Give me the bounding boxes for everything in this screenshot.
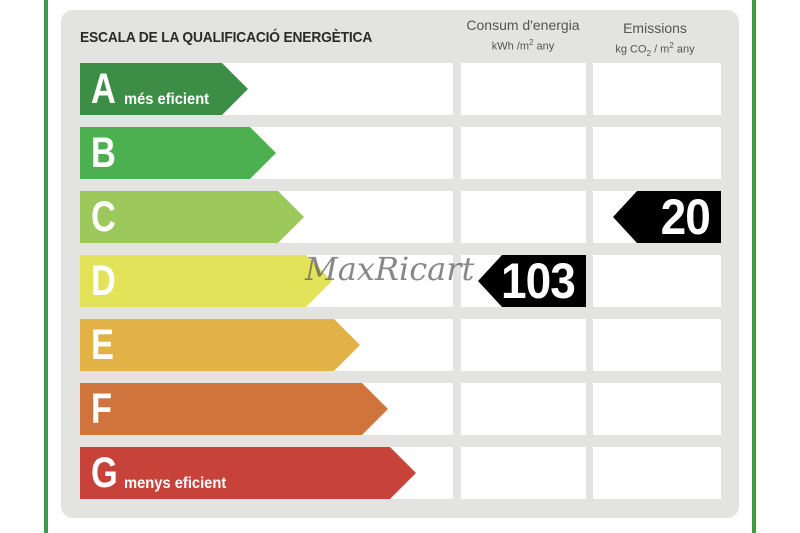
scale-title: ESCALA DE LA QUALIFICACIÓ ENERGÈTICA: [80, 29, 373, 46]
emissions-cell: [593, 383, 721, 435]
consumption-cell: [461, 191, 586, 243]
consumption-cell: [461, 383, 586, 435]
emissions-column-header: Emissions kg CO2 / m2 any: [590, 20, 720, 61]
band-letter: F: [91, 385, 113, 433]
consumption-cell: [461, 63, 586, 115]
right-green-border: [752, 0, 756, 533]
emissions-cell: [593, 63, 721, 115]
emissions-cell: [593, 255, 721, 307]
band-letter: E: [91, 321, 114, 369]
energy-band-b: B: [80, 127, 276, 179]
consumption-cell: [461, 127, 586, 179]
energy-band-f: F: [80, 383, 388, 435]
consumption-unit: kWh /m2 any: [491, 38, 555, 53]
consumption-column-header: Consum d'energia kWh /m2 any: [458, 17, 588, 54]
consumption-header-label: Consum d'energia: [466, 17, 580, 33]
band-letter: G: [91, 449, 118, 497]
consumption-cell: [461, 447, 586, 499]
emissions-header-label: Emissions: [623, 20, 687, 36]
band-note: més eficient: [124, 91, 210, 108]
emissions-cell: [593, 319, 721, 371]
emissions-cell: [593, 127, 721, 179]
emissions-rating-indicator: 20: [613, 191, 721, 243]
energy-band-c: C: [80, 191, 304, 243]
band-letter: C: [91, 193, 116, 241]
energy-band-d: D: [80, 255, 332, 307]
left-green-border: [44, 0, 48, 533]
band-note: menys eficient: [124, 475, 227, 492]
emissions-cell: [593, 447, 721, 499]
energy-band-e: E: [80, 319, 360, 371]
consumption-rating-indicator: 103: [478, 255, 586, 307]
emissions-unit: kg CO2 / m2 any: [615, 41, 695, 58]
band-letter: A: [91, 65, 116, 113]
band-letter: D: [91, 257, 116, 305]
band-letter: B: [91, 129, 116, 177]
consumption-cell: [461, 319, 586, 371]
